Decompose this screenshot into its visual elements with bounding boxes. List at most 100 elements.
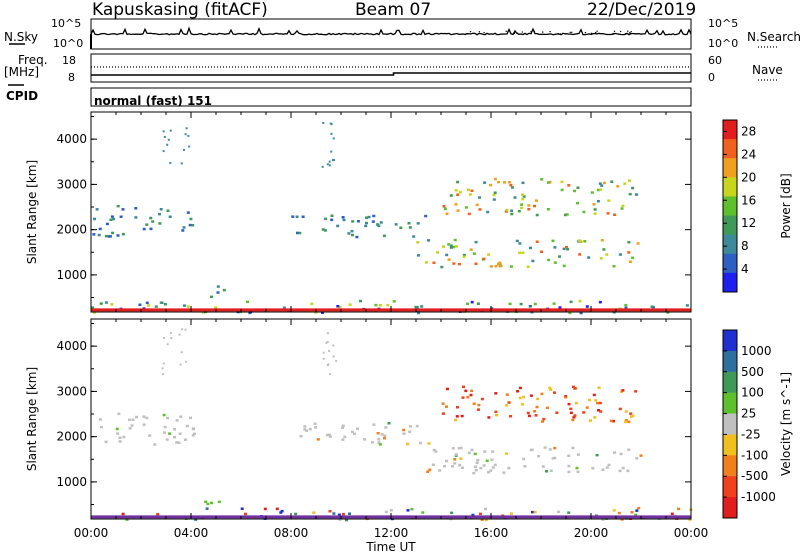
echo-cell bbox=[635, 193, 638, 196]
echo-cell bbox=[635, 509, 639, 512]
echo-cell bbox=[165, 438, 169, 441]
echo-cell bbox=[597, 386, 601, 389]
echo-cell bbox=[510, 512, 513, 515]
echo-cell bbox=[168, 432, 172, 435]
echo-cell bbox=[596, 188, 600, 192]
echo-cell bbox=[521, 197, 525, 201]
echo-cell bbox=[194, 518, 198, 521]
colorbar-tick-label: 8 bbox=[741, 239, 749, 253]
echo-cell bbox=[166, 343, 169, 346]
echo-cell bbox=[461, 396, 465, 399]
noise-search-point bbox=[559, 33, 562, 35]
noise-search-point bbox=[619, 30, 622, 33]
echo-cell bbox=[119, 215, 123, 218]
echo-cell bbox=[596, 401, 599, 405]
colorbar-tick-label: -25 bbox=[741, 427, 761, 441]
echo-cell bbox=[509, 415, 513, 418]
echo-cell bbox=[417, 254, 420, 257]
echo-cell bbox=[495, 413, 499, 417]
echo-cell bbox=[217, 500, 221, 504]
echo-cell bbox=[513, 196, 517, 199]
colorbar-frame bbox=[722, 329, 738, 519]
echo-cell bbox=[380, 433, 384, 436]
echo-cell bbox=[598, 401, 602, 405]
echo-cell bbox=[534, 414, 538, 417]
echo-cell bbox=[280, 509, 284, 513]
echo-cell bbox=[453, 462, 457, 465]
beam-label: Beam 07 bbox=[355, 0, 432, 20]
echo-cell bbox=[599, 188, 602, 191]
echo-cell bbox=[389, 509, 393, 512]
echo-cell bbox=[179, 363, 182, 366]
echo-cell bbox=[520, 203, 524, 206]
echo-cell bbox=[621, 466, 625, 470]
echo-cell bbox=[505, 208, 509, 212]
echo-cell bbox=[605, 466, 609, 469]
noise-search-point bbox=[569, 31, 571, 34]
echo-cell bbox=[455, 415, 459, 418]
echo-cell bbox=[624, 420, 628, 424]
echo-cell bbox=[582, 411, 586, 414]
cpid-label: CPID bbox=[6, 89, 39, 103]
noise-tick-bottom-left: 10^0 bbox=[53, 37, 84, 50]
echo-cell bbox=[303, 428, 307, 431]
echo-cell bbox=[138, 303, 142, 306]
echo-cell bbox=[634, 390, 638, 393]
echo-cell bbox=[222, 288, 226, 292]
echo-cell bbox=[598, 182, 602, 185]
nave-trace bbox=[91, 72, 691, 76]
x-tick-label: 12:00 bbox=[374, 526, 409, 540]
colorbar-segment bbox=[723, 253, 737, 274]
echo-cell bbox=[585, 305, 589, 308]
echo-cell bbox=[558, 306, 562, 309]
echo-cell bbox=[457, 262, 461, 266]
echo-cell bbox=[441, 402, 445, 405]
echo-cell bbox=[187, 134, 190, 137]
echo-cell bbox=[531, 510, 534, 514]
echo-cell bbox=[553, 391, 556, 394]
echo-cell bbox=[210, 501, 213, 505]
echo-cell bbox=[650, 305, 654, 308]
echo-cell bbox=[624, 410, 628, 413]
echo-cell bbox=[487, 416, 491, 419]
echo-cell bbox=[572, 385, 575, 389]
echo-cell bbox=[624, 306, 628, 310]
echo-cell bbox=[416, 222, 420, 225]
echo-cell bbox=[336, 224, 340, 228]
echo-cell bbox=[406, 442, 410, 446]
echo-cell bbox=[99, 302, 103, 305]
echo-cell bbox=[449, 194, 453, 197]
colorbar-tick-label: 500 bbox=[741, 365, 764, 379]
echo-cell bbox=[185, 127, 188, 130]
echo-cell bbox=[408, 430, 412, 434]
echo-cell bbox=[477, 403, 481, 407]
echo-cell bbox=[116, 204, 120, 208]
echo-cell bbox=[551, 457, 555, 460]
noise-search-point bbox=[505, 30, 507, 33]
echo-cell bbox=[325, 341, 328, 344]
echo-cell bbox=[115, 427, 119, 431]
echo-cell bbox=[472, 402, 476, 405]
echo-cell bbox=[455, 245, 458, 248]
y-tick-label: 3000 bbox=[56, 177, 87, 191]
echo-cell bbox=[445, 253, 449, 257]
echo-cell bbox=[394, 223, 398, 226]
echo-cell bbox=[494, 264, 498, 268]
echo-cell bbox=[107, 235, 111, 238]
echo-cell bbox=[552, 302, 556, 305]
echo-cell bbox=[428, 468, 432, 472]
echo-cell bbox=[337, 513, 341, 516]
echo-cell bbox=[182, 226, 186, 229]
echo-cell bbox=[540, 178, 544, 181]
echo-cell bbox=[341, 424, 345, 427]
echo-cell bbox=[452, 262, 456, 265]
echo-cell bbox=[112, 217, 116, 221]
echo-cell bbox=[618, 469, 622, 473]
echo-cell bbox=[589, 419, 592, 422]
echo-cell bbox=[376, 432, 380, 435]
echo-cell bbox=[558, 255, 561, 258]
echo-cell bbox=[156, 512, 160, 516]
colorbar-segment bbox=[723, 234, 737, 255]
echo-cell bbox=[445, 459, 448, 463]
echo-cell bbox=[504, 210, 508, 213]
